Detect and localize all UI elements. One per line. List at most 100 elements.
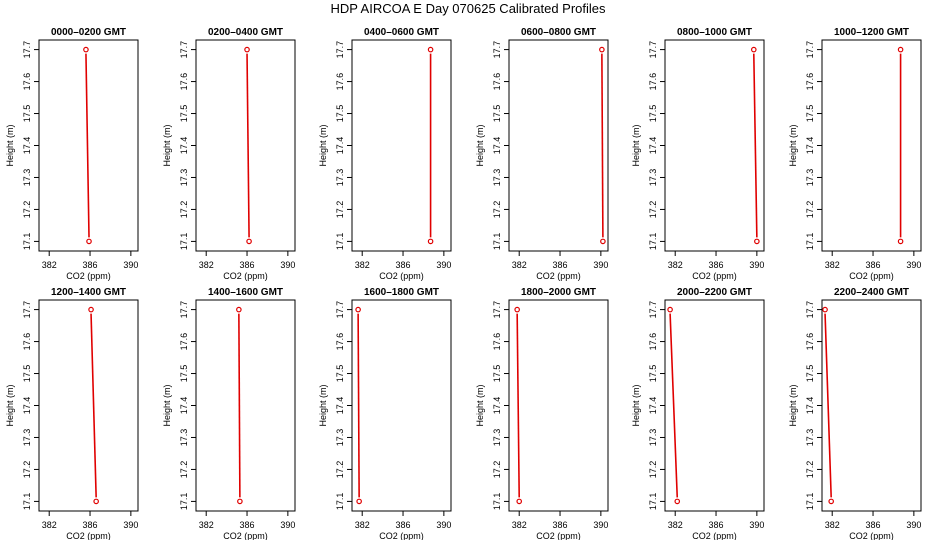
profile-point [356, 498, 362, 505]
profile-point [83, 46, 89, 53]
y-axis-label: Height (m) [788, 124, 798, 166]
plot-frame [664, 299, 765, 512]
y-tick-label: 17.6 [179, 333, 189, 351]
y-tick-label: 17.6 [648, 333, 658, 351]
y-tick-label: 17.3 [335, 169, 345, 187]
y-tick-label: 17.4 [648, 137, 658, 155]
y-axis-label: Height (m) [318, 124, 328, 166]
y-tick-label: 17.6 [648, 73, 658, 91]
y-tick-label: 17.7 [805, 301, 815, 319]
y-axis-label: Height (m) [475, 384, 485, 426]
y-tick-label: 17.2 [335, 201, 345, 219]
profile-point [514, 306, 520, 313]
profile-point [674, 498, 681, 505]
x-tick-label: 382 [512, 520, 527, 530]
y-tick-label: 17.2 [179, 461, 189, 479]
y-tick-label: 17.2 [179, 201, 189, 219]
x-tick-label: 382 [42, 520, 57, 530]
y-tick-label: 17.4 [22, 397, 32, 415]
panel-4: 0800–1000 GMT 382 386 390 CO2 (ppm) 17.1 17.2 1… [631, 27, 765, 281]
x-axis-label: CO2 (ppm) [849, 531, 894, 540]
x-tick-label: 382 [825, 520, 840, 530]
profile-line [357, 313, 360, 498]
y-tick-label: 17.7 [179, 301, 189, 319]
plot-frame [508, 39, 609, 252]
y-axis-label: Height (m) [631, 124, 641, 166]
y-tick-label: 17.4 [335, 397, 345, 415]
panel-title: 1000–1200 GMT [834, 27, 909, 38]
profile-point [599, 46, 605, 53]
x-axis-label: CO2 (ppm) [692, 531, 737, 540]
y-tick-label: 17.6 [335, 333, 345, 351]
y-axis-label: Height (m) [631, 384, 641, 426]
x-tick-label: 386 [553, 260, 568, 270]
y-axis-label: Height (m) [5, 124, 15, 166]
x-tick-label: 390 [906, 520, 921, 530]
plot-frame [508, 299, 609, 512]
y-tick-label: 17.3 [805, 429, 815, 447]
y-tick-label: 17.7 [492, 41, 502, 59]
y-tick-label: 17.7 [22, 301, 32, 319]
profile-point [244, 46, 250, 53]
x-tick-label: 390 [280, 260, 295, 270]
y-axis-label: Height (m) [5, 384, 15, 426]
x-axis-label: CO2 (ppm) [379, 271, 424, 281]
y-axis-label: Height (m) [788, 384, 798, 426]
y-tick-label: 17.5 [492, 105, 502, 123]
y-axis-label: Height (m) [162, 384, 172, 426]
y-tick-label: 17.6 [492, 73, 502, 91]
profile-point [427, 238, 434, 245]
x-tick-label: 386 [709, 520, 724, 530]
y-tick-label: 17.4 [22, 137, 32, 155]
x-axis-label: CO2 (ppm) [223, 531, 268, 540]
y-tick-label: 17.4 [492, 137, 502, 155]
y-tick-label: 17.2 [805, 201, 815, 219]
y-tick-label: 17.1 [335, 493, 345, 511]
x-tick-label: 390 [749, 520, 764, 530]
y-tick-label: 17.2 [22, 201, 32, 219]
x-axis-label: CO2 (ppm) [223, 271, 268, 281]
profile-point [355, 306, 361, 313]
panel-title: 0200–0400 GMT [208, 27, 283, 38]
panel-10: 2000–2200 GMT 382 386 390 CO2 (ppm) 17.1 17.2 1… [631, 287, 765, 540]
x-tick-label: 382 [199, 520, 214, 530]
plot-frame [195, 39, 296, 252]
y-tick-label: 17.1 [805, 493, 815, 511]
y-tick-label: 17.3 [335, 429, 345, 447]
x-tick-label: 390 [593, 260, 608, 270]
profile-point [750, 46, 757, 53]
y-tick-label: 17.7 [648, 41, 658, 59]
x-tick-label: 382 [355, 520, 370, 530]
y-tick-label: 17.7 [22, 41, 32, 59]
profile-point [897, 238, 904, 245]
y-tick-label: 17.1 [335, 233, 345, 251]
profile-line [90, 313, 97, 498]
x-tick-label: 382 [668, 260, 683, 270]
profile-point [88, 306, 94, 313]
y-tick-label: 17.5 [335, 105, 345, 123]
x-tick-label: 386 [83, 260, 98, 270]
profile-point [600, 238, 606, 245]
x-axis-label: CO2 (ppm) [692, 271, 737, 281]
y-tick-label: 17.6 [22, 333, 32, 351]
x-tick-label: 386 [396, 260, 411, 270]
profile-point [897, 46, 904, 53]
y-tick-label: 17.1 [492, 493, 502, 511]
y-tick-label: 17.3 [22, 169, 32, 187]
panel-title: 2000–2200 GMT [677, 287, 752, 298]
y-tick-label: 17.2 [805, 461, 815, 479]
y-tick-label: 17.5 [648, 365, 658, 383]
plot-frame [821, 299, 922, 512]
panel-title: 0400–0600 GMT [364, 27, 439, 38]
panel-title: 1200–1400 GMT [51, 287, 126, 298]
y-tick-label: 17.7 [805, 41, 815, 59]
x-tick-label: 386 [83, 520, 98, 530]
profile-point [828, 498, 834, 505]
x-axis-label: CO2 (ppm) [849, 271, 894, 281]
profile-line [669, 313, 679, 498]
panel-title: 0000–0200 GMT [51, 27, 126, 38]
y-tick-label: 17.5 [22, 365, 32, 383]
y-tick-label: 17.4 [648, 397, 658, 415]
profile-line [601, 53, 604, 238]
